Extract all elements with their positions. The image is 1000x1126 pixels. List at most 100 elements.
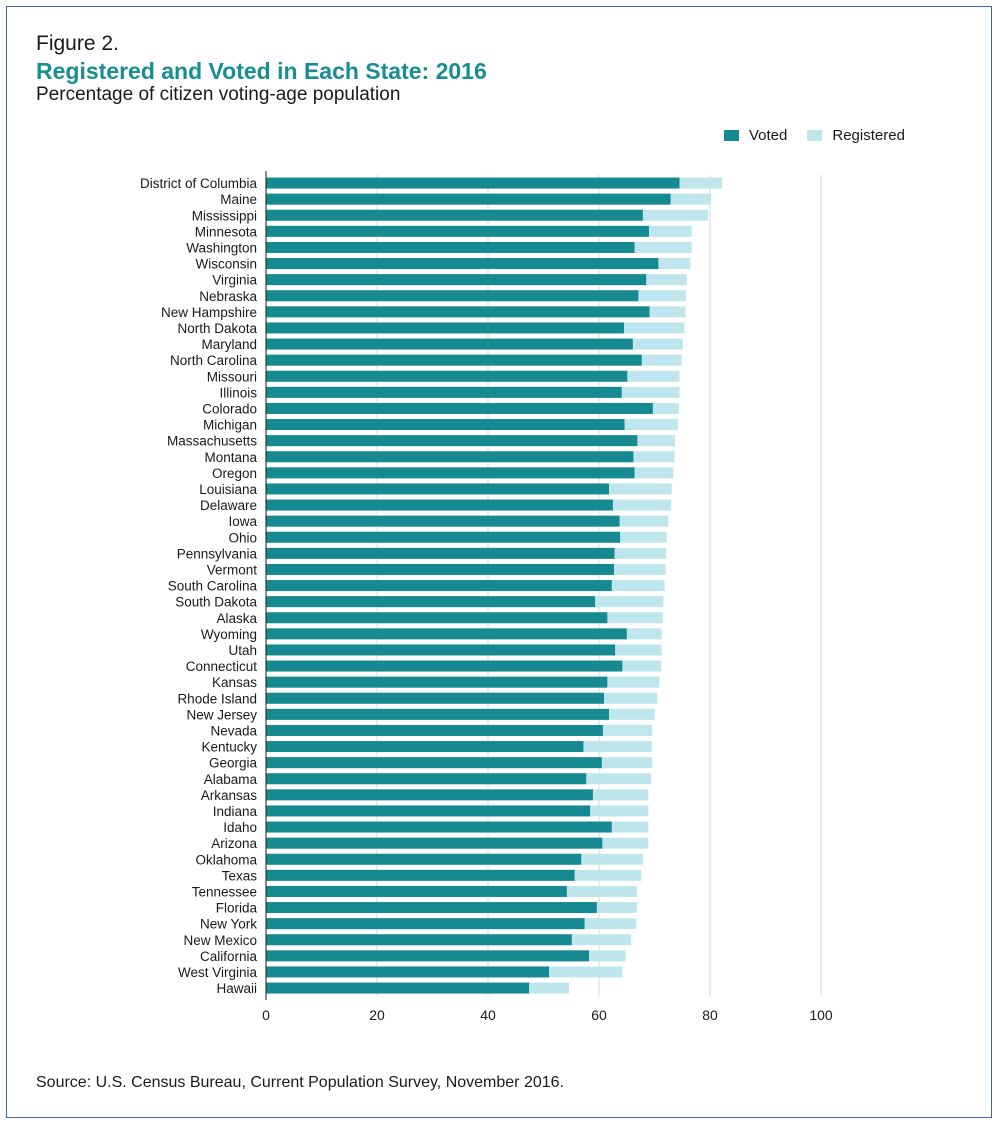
category-label: North Carolina: [170, 353, 258, 368]
figure-label: Figure 2.: [36, 32, 119, 55]
bar-voted: [266, 853, 582, 865]
bar-voted: [266, 483, 609, 495]
category-label: Iowa: [228, 514, 257, 529]
bar-voted: [266, 885, 567, 897]
category-label: Florida: [216, 901, 258, 916]
bar-voted: [266, 499, 613, 511]
bar-voted: [266, 660, 623, 672]
category-label: Minnesota: [195, 224, 258, 239]
category-label: Ohio: [228, 530, 257, 545]
chart-title: Registered and Voted in Each State: 2016: [36, 58, 487, 84]
bar-voted: [266, 419, 625, 431]
category-label: Texas: [222, 868, 258, 883]
source-note: Source: U.S. Census Bureau, Current Popu…: [36, 1074, 564, 1091]
figure-frame: [6, 6, 992, 1118]
category-label: Oregon: [212, 466, 257, 481]
bar-voted: [266, 869, 575, 881]
bar-voted: [266, 773, 587, 785]
bar-voted: [266, 966, 550, 978]
bar-voted: [266, 724, 603, 736]
category-label: Colorado: [202, 401, 257, 416]
category-label: Michigan: [203, 418, 257, 433]
bar-voted: [266, 258, 659, 270]
bar-voted: [266, 338, 633, 350]
category-label: Connecticut: [186, 659, 258, 674]
category-label: Oklahoma: [195, 852, 257, 867]
category-label: Indiana: [213, 804, 258, 819]
category-label: Louisiana: [199, 482, 257, 497]
category-label: New Jersey: [186, 707, 257, 722]
x-tick-label: 60: [591, 1007, 607, 1023]
bar-voted: [266, 789, 593, 801]
bar-voted: [266, 306, 650, 318]
bar-voted: [266, 692, 604, 704]
legend-item-voted: Voted: [724, 127, 787, 144]
x-tick-label: 80: [702, 1007, 718, 1023]
bar-voted: [266, 290, 639, 302]
legend-label-voted: Voted: [749, 127, 788, 144]
bar-voted: [266, 386, 622, 398]
bar-voted: [266, 805, 591, 817]
category-label: Pennsylvania: [177, 546, 258, 561]
category-label: South Carolina: [168, 579, 258, 594]
category-label: Kansas: [212, 675, 257, 690]
category-label: West Virginia: [178, 965, 258, 980]
bar-voted: [266, 354, 642, 366]
category-label: Washington: [186, 240, 257, 255]
x-tick-label: 20: [369, 1007, 385, 1023]
x-tick-label: 0: [262, 1007, 270, 1023]
category-label: Montana: [204, 450, 257, 465]
category-label: Vermont: [207, 562, 258, 577]
category-label: New Hampshire: [161, 305, 257, 320]
category-label: Kentucky: [201, 740, 257, 755]
category-label: Delaware: [200, 498, 257, 513]
x-tick-label: 100: [809, 1007, 833, 1023]
bar-voted: [266, 435, 638, 447]
bar-voted: [266, 370, 628, 382]
category-label: Idaho: [223, 820, 257, 835]
category-label: Wisconsin: [195, 257, 257, 272]
bar-voted: [266, 628, 627, 640]
bar-voted: [266, 918, 585, 930]
category-label: Virginia: [212, 273, 257, 288]
category-label: Hawaii: [216, 981, 257, 996]
legend: Voted Registered: [724, 127, 925, 144]
bar-voted: [266, 563, 614, 575]
category-label: Georgia: [209, 756, 258, 771]
bar-voted: [266, 902, 597, 914]
category-label: New Mexico: [183, 933, 257, 948]
category-label: Mississippi: [192, 208, 257, 223]
chart-subtitle: Percentage of citizen voting-age populat…: [36, 84, 401, 105]
category-label: Tennessee: [192, 884, 257, 899]
bar-voted: [266, 757, 602, 769]
category-label: Maine: [220, 192, 257, 207]
bar-voted: [266, 708, 609, 720]
bar-voted: [266, 950, 590, 962]
bar-voted: [266, 547, 615, 559]
bar-voted: [266, 837, 603, 849]
legend-label-registered: Registered: [832, 127, 905, 144]
category-label: Massachusetts: [167, 434, 257, 449]
bar-voted: [266, 515, 620, 527]
category-label: Alabama: [204, 772, 258, 787]
category-label: Nebraska: [199, 289, 257, 304]
bar-voted: [266, 241, 635, 253]
bar-voted: [266, 402, 653, 414]
category-label: Missouri: [207, 369, 257, 384]
bar-voted: [266, 451, 634, 463]
category-label: District of Columbia: [140, 176, 258, 191]
bar-voted: [266, 467, 635, 479]
legend-swatch-registered: [807, 130, 823, 141]
bar-voted: [266, 193, 671, 205]
x-tick-label: 40: [480, 1007, 496, 1023]
category-label: Rhode Island: [177, 691, 257, 706]
bar-voted: [266, 644, 616, 656]
bar-voted: [266, 612, 608, 624]
bar-voted: [266, 580, 612, 592]
category-label: Arizona: [211, 836, 257, 851]
category-label: Wyoming: [201, 627, 257, 642]
category-label: Maryland: [201, 337, 257, 352]
bar-voted: [266, 982, 530, 994]
bar-voted: [266, 741, 584, 753]
